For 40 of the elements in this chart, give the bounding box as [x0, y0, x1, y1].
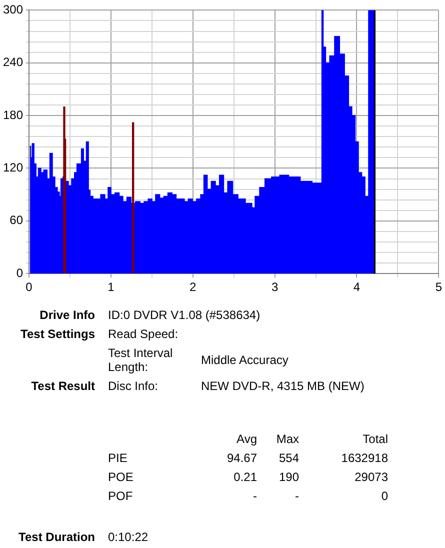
bar	[132, 122, 134, 274]
bar	[63, 106, 66, 274]
text: -	[252, 489, 257, 503]
y-tick-label: 120	[2, 160, 24, 175]
text: Test Settings	[20, 327, 95, 341]
text: Middle Accuracy	[201, 353, 290, 367]
text: 1632918	[340, 451, 388, 465]
text: 554	[278, 451, 299, 465]
text: Read Speed:	[108, 327, 180, 341]
text: Test Interval Length:	[108, 346, 174, 374]
text: 29073	[354, 470, 388, 484]
text: Avg	[236, 432, 257, 446]
y-tick-label: 180	[2, 108, 24, 122]
x-tick-label: 3	[271, 280, 278, 294]
text: 0:10:22	[108, 530, 150, 544]
text: -	[294, 489, 299, 503]
x-tick-label: 2	[190, 280, 197, 294]
y-tick-label: 0	[16, 266, 24, 280]
text: Test Result	[30, 379, 95, 393]
x-tick-label: 5	[435, 280, 442, 294]
text: NEW DVD-R, 4315 MB (NEW)	[201, 379, 366, 393]
text: Disc Info:	[108, 379, 160, 393]
y-tick-label: 240	[2, 55, 24, 70]
text: Test Duration	[18, 530, 95, 544]
text: PIE	[108, 451, 128, 465]
text: ID:0 DVDR V1.08 (#538634)	[108, 308, 262, 322]
text: Max	[275, 432, 299, 446]
text: 0	[380, 489, 388, 503]
y-tick-label: 60	[10, 213, 24, 228]
text: 190	[278, 470, 299, 484]
text: POF	[108, 489, 134, 503]
text: POE	[108, 470, 134, 484]
x-tick-label: 1	[108, 280, 115, 294]
text: Drive Info	[38, 308, 95, 322]
y-tick-label: 300	[2, 2, 24, 17]
text: Total	[362, 432, 388, 446]
text: 0.21	[232, 470, 257, 484]
x-tick-label: 0	[26, 280, 33, 294]
text: 94.67	[226, 451, 257, 465]
x-tick-label: 4	[353, 280, 360, 294]
